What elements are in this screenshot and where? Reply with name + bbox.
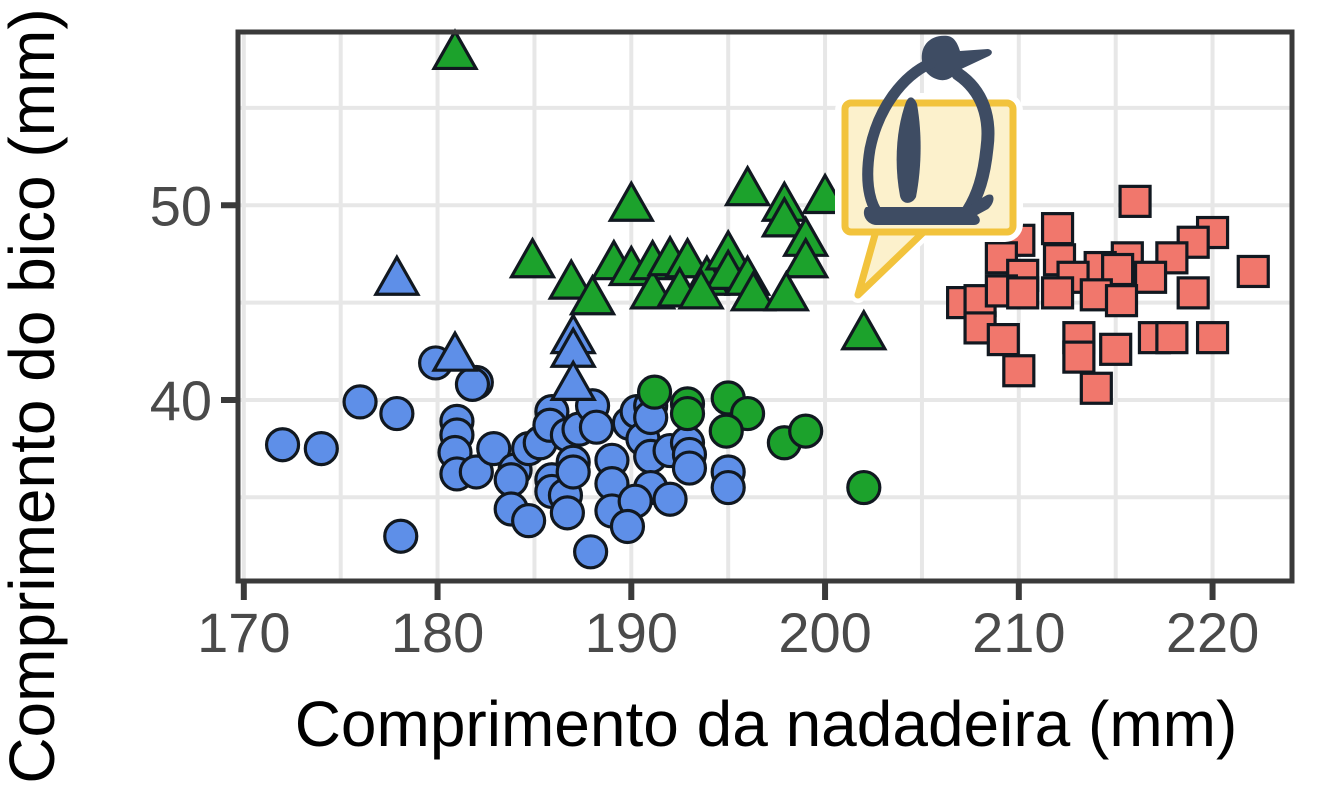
blue-circles-point <box>573 534 609 570</box>
blue-circles-point <box>511 503 547 539</box>
green-circles-point <box>788 413 824 449</box>
red-squares-point <box>986 322 1020 357</box>
blue-circles-point <box>609 508 646 545</box>
green-triangles-point <box>760 195 809 238</box>
x-tick-label: 170 <box>197 601 290 664</box>
red-squares-point <box>1002 354 1036 388</box>
green-triangles-point <box>762 269 811 312</box>
red-squares-point <box>1099 332 1133 366</box>
blue-circles-point <box>264 427 301 463</box>
penguin-icon <box>862 35 995 225</box>
y-tick-label: 40 <box>150 369 212 432</box>
y-tick-label: 50 <box>150 174 212 237</box>
green-triangles-point <box>431 28 479 71</box>
green-triangles-point <box>840 308 888 351</box>
blue-circles-point <box>555 454 591 490</box>
red-squares-point <box>1133 260 1168 294</box>
x-tick-label: 220 <box>1166 601 1259 664</box>
green-triangles-point <box>677 267 725 310</box>
x-tick-label: 190 <box>585 601 678 664</box>
green-triangles-point <box>568 273 617 316</box>
blue-circles-point <box>458 454 494 490</box>
red-squares-point <box>1006 276 1040 310</box>
blue-circles-point <box>476 431 512 467</box>
green-circles-point <box>708 413 744 449</box>
red-squares-point <box>1079 371 1113 405</box>
green-circles-point <box>669 395 706 432</box>
blue-triangles-point <box>431 329 479 372</box>
green-triangles-point <box>663 236 712 279</box>
green-triangles-point <box>607 180 656 222</box>
red-squares-point <box>1104 284 1139 318</box>
green-triangles-point <box>508 236 557 279</box>
red-squares-point <box>1062 340 1096 374</box>
blue-circles-point <box>493 462 529 498</box>
blue-triangles-point <box>373 254 421 296</box>
blue-circles-point <box>671 450 708 486</box>
blue-circles-point <box>383 518 419 554</box>
x-tick-label: 180 <box>391 601 484 664</box>
green-triangles-point <box>723 164 772 207</box>
red-squares-point <box>1236 254 1270 289</box>
blue-circles-point <box>454 366 491 402</box>
blue-circles-point <box>379 395 415 432</box>
red-squares-point <box>1176 276 1210 310</box>
blue-circles-point <box>652 481 688 517</box>
green-circles-point <box>636 374 673 410</box>
green-triangles-point <box>547 257 595 300</box>
blue-circles-point <box>710 469 746 506</box>
red-squares-point <box>1195 321 1230 355</box>
x-tick-label: 200 <box>778 601 871 664</box>
red-squares-point <box>1155 241 1189 275</box>
blue-circles-point <box>303 431 339 467</box>
blue-circles-point <box>342 384 378 420</box>
x-tick-label: 210 <box>972 601 1065 664</box>
green-triangles-point <box>781 236 830 279</box>
red-squares-point <box>1118 184 1152 218</box>
x-axis-title: Comprimento da nadadeira (mm) <box>294 688 1238 760</box>
panel-border <box>235 29 1295 584</box>
green-triangles-point <box>729 269 778 312</box>
blue-triangles-point <box>549 359 597 401</box>
red-squares-point <box>1040 276 1075 310</box>
green-circles-point <box>846 469 882 506</box>
blue-circles-point <box>578 409 615 445</box>
penguin-sticker <box>835 35 1023 303</box>
red-squares-point <box>1155 321 1189 355</box>
blue-circles-point <box>549 495 585 531</box>
